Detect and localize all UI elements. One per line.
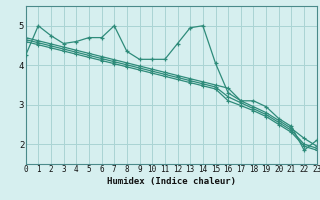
X-axis label: Humidex (Indice chaleur): Humidex (Indice chaleur) — [107, 177, 236, 186]
